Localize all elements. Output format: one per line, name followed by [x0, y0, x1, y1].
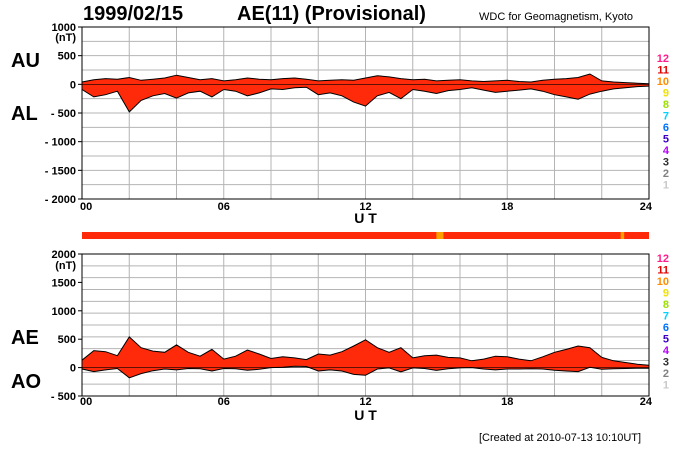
- series-line-al: [81, 85, 650, 113]
- station-legend-item: 10: [657, 276, 669, 288]
- y-tick-label: - 1000: [45, 137, 76, 149]
- x-tick-label: 24: [640, 201, 653, 213]
- x-tick-label: 12: [359, 396, 371, 408]
- lower-series-label: AO: [11, 371, 41, 393]
- series-line-ao: [81, 365, 649, 379]
- station-legend-item: 10: [657, 76, 669, 88]
- x-tick-label: 18: [501, 201, 513, 213]
- station-legend-item: 12: [657, 53, 669, 65]
- lower-series-label: AL: [11, 103, 38, 125]
- station-legend-item: 12: [657, 253, 669, 265]
- station-count-highlight: [436, 232, 444, 239]
- y-tick-label: 0: [70, 79, 76, 91]
- station-legend-item: 5: [663, 134, 669, 146]
- station-legend-item: 4: [663, 345, 670, 357]
- series-line-ae: [81, 336, 650, 366]
- upper-series-label: AU: [11, 50, 40, 72]
- station-legend-item: 8: [663, 99, 669, 111]
- y-tick-label: 1000: [52, 306, 76, 318]
- station-legend-item: 6: [663, 122, 669, 134]
- footer-created: [Created at 2010-07-13 10:10UT]: [479, 432, 642, 444]
- y-tick-label: 2000: [52, 249, 76, 261]
- station-legend-item: 8: [663, 299, 669, 311]
- y-tick-label: 1000: [52, 22, 76, 34]
- y-tick-label: - 1500: [45, 165, 76, 177]
- series-band-au-al: [82, 74, 649, 112]
- x-axis-label: U T: [354, 210, 377, 226]
- y-tick-label: 1500: [52, 277, 76, 289]
- y-tick-label: 500: [58, 334, 76, 346]
- y-unit-label: (nT): [55, 32, 76, 44]
- station-legend-item: 1: [663, 180, 669, 192]
- station-count-bar: [82, 232, 649, 239]
- y-tick-label: 0: [70, 363, 76, 375]
- station-legend-item: 9: [663, 288, 669, 300]
- x-tick-label: 00: [80, 396, 92, 408]
- station-legend-item: 3: [663, 157, 669, 169]
- station-legend-item: 7: [663, 311, 669, 323]
- plot-frame: [81, 253, 650, 397]
- station-legend-item: 11: [657, 265, 669, 277]
- series-line-au: [81, 73, 650, 85]
- chart-title: AE(11) (Provisional): [237, 3, 426, 25]
- upper-series-label: AE: [11, 327, 39, 349]
- x-tick-label: 06: [218, 396, 230, 408]
- station-legend-item: 4: [663, 145, 670, 157]
- date-label: 1999/02/15: [83, 3, 184, 25]
- x-tick-label: 06: [218, 201, 230, 213]
- x-axis-label: U T: [354, 407, 377, 423]
- station-legend-item: 11: [657, 65, 669, 77]
- y-tick-label: - 2000: [45, 194, 76, 206]
- station-count-highlight: [620, 232, 625, 239]
- station-legend-item: 7: [663, 111, 669, 123]
- station-legend-item: 5: [663, 334, 669, 346]
- x-tick-label: 00: [80, 201, 92, 213]
- y-tick-label: - 500: [51, 391, 76, 403]
- x-tick-label: 12: [359, 201, 371, 213]
- y-tick-label: 500: [58, 51, 76, 63]
- x-tick-label: 18: [501, 396, 513, 408]
- station-legend-item: 2: [663, 368, 669, 380]
- station-legend-item: 9: [663, 88, 669, 100]
- station-legend-item: 3: [663, 357, 669, 369]
- x-tick-label: 24: [640, 396, 653, 408]
- station-legend-item: 2: [663, 168, 669, 180]
- station-legend-item: 6: [663, 322, 669, 334]
- source-label: WDC for Geomagnetism, Kyoto: [479, 11, 634, 23]
- y-tick-label: - 500: [51, 108, 76, 120]
- series-band-ae-ao: [82, 336, 649, 378]
- y-unit-label: (nT): [55, 260, 76, 272]
- station-legend-item: 1: [663, 380, 669, 392]
